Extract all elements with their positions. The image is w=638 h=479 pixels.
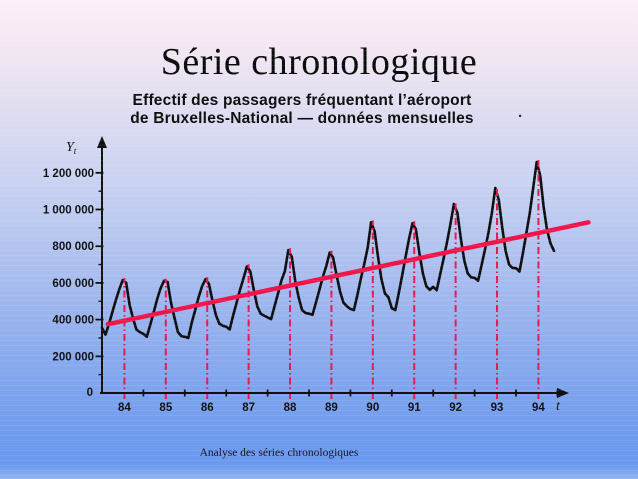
y-tick-label: 1 200 000: [43, 168, 94, 180]
x-year-label: 94: [532, 402, 545, 414]
x-axis-label: t: [556, 399, 561, 414]
x-year-label: 91: [408, 402, 421, 414]
x-year-label: 90: [366, 402, 379, 414]
series-line: [100, 160, 556, 340]
x-year-label: 84: [118, 402, 131, 414]
y-axis-label: Yt: [66, 140, 77, 156]
y-tick-label: 200 000: [52, 351, 94, 363]
slide-subtitle-line1: Effectif des passagers fréquentant l’aér…: [132, 92, 472, 109]
x-year-label: 88: [284, 402, 297, 414]
slide-title: Série chronologique: [160, 41, 478, 83]
slide-subtitle-line2: de Bruxelles-National — données mensuell…: [130, 110, 474, 127]
x-year-label: 89: [325, 402, 338, 414]
y-tick-label: 800 000: [52, 241, 94, 253]
y-tick-label: 600 000: [52, 278, 94, 290]
x-year-label: 87: [242, 402, 255, 414]
x-year-label: 85: [159, 402, 172, 414]
origin-label: 0: [87, 387, 93, 399]
footer-caption: Analyse des séries chronologiques: [199, 447, 359, 459]
x-year-label: 92: [449, 402, 462, 414]
y-tick-label: 1 000 000: [43, 205, 94, 217]
x-axis-arrow: [557, 388, 569, 398]
subtitle-trailing-dot: .: [518, 104, 523, 121]
trend-line: [105, 220, 591, 327]
slide-subtitle: Effectif des passagers fréquentant l’aér…: [0, 92, 604, 128]
y-axis-arrow: [97, 136, 107, 148]
x-year-label: 86: [201, 402, 214, 414]
x-year-label: 93: [491, 402, 504, 414]
y-tick-label: 400 000: [52, 315, 94, 327]
